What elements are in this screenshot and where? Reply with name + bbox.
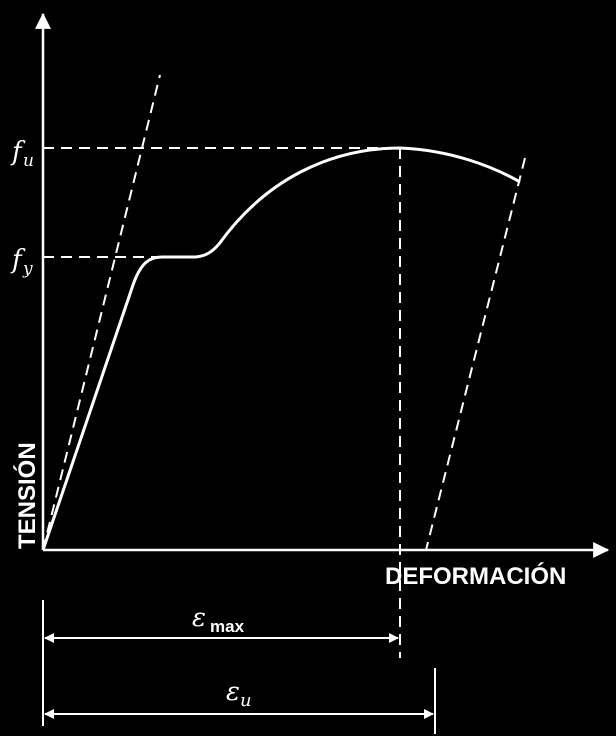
eu-label: ε u <box>226 677 252 711</box>
eu-subscript: u <box>240 690 252 711</box>
eu-symbol: ε <box>226 677 240 707</box>
emax-symbol: ε <box>192 603 206 633</box>
unloading-line <box>425 157 526 551</box>
y-axis-label: TENSIÓN <box>13 442 41 549</box>
emax-label: ε max <box>192 603 245 636</box>
fu-label: f u <box>10 137 34 171</box>
stress-strain-curve <box>41 146 521 551</box>
fy-subscript: y <box>22 259 33 279</box>
emax-subscript: max <box>210 617 245 636</box>
elastic-tangent-line <box>42 74 161 551</box>
fy-label: f y <box>10 245 33 279</box>
x-axis-label: DEFORMACIÓN <box>385 562 566 590</box>
fu-subscript: u <box>23 151 34 171</box>
